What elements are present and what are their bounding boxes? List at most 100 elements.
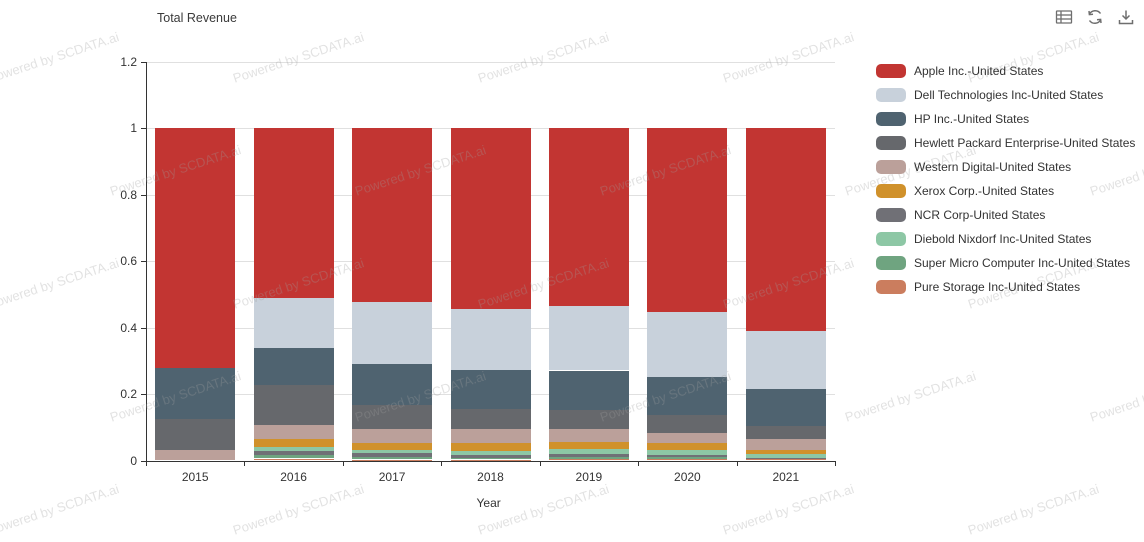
legend-item[interactable]: Pure Storage Inc-United States [876, 280, 1135, 294]
y-axis-line [145, 62, 147, 461]
bar-segment[interactable] [450, 450, 531, 455]
y-axis-tick [141, 194, 146, 196]
bar-segment[interactable] [745, 457, 826, 459]
legend-item[interactable]: Dell Technologies Inc-United States [876, 88, 1135, 102]
bar-segment[interactable] [647, 433, 728, 444]
bar-segment[interactable] [745, 128, 826, 332]
legend-item[interactable]: Hewlett Packard Enterprise-United States [876, 136, 1135, 150]
bar-segment[interactable] [352, 453, 433, 458]
watermark-text: Powered by SCDATA.ai [0, 481, 121, 538]
bar-segment[interactable] [155, 418, 236, 451]
bar-segment[interactable] [450, 408, 531, 429]
x-axis-tick [342, 460, 344, 466]
bar-segment[interactable] [647, 414, 728, 434]
bar-segment[interactable] [253, 298, 334, 348]
bar-segment[interactable] [548, 429, 629, 442]
data-table-icon[interactable] [1054, 7, 1074, 27]
bar-segment[interactable] [548, 306, 629, 371]
legend-item[interactable]: HP Inc.-United States [876, 112, 1135, 126]
bar-segment[interactable] [253, 424, 334, 440]
bar-segment[interactable] [155, 450, 236, 461]
bar-segment[interactable] [745, 388, 826, 426]
bar-segment[interactable] [253, 458, 334, 461]
bar-segment[interactable] [352, 457, 433, 460]
bar-segment[interactable] [647, 377, 728, 415]
bar-segment[interactable] [745, 458, 826, 459]
bar-segment[interactable] [548, 409, 629, 430]
legend-item[interactable]: Xerox Corp.-United States [876, 184, 1135, 198]
legend-item[interactable]: Diebold Nixdorf Inc-United States [876, 232, 1135, 246]
bar-segment[interactable] [352, 404, 433, 430]
bar-segment[interactable] [647, 443, 728, 450]
legend-swatch [876, 88, 906, 102]
bar-segment[interactable] [450, 428, 531, 444]
bar-segment[interactable] [450, 457, 531, 460]
bar-segment[interactable] [745, 331, 826, 389]
bar-segment[interactable] [647, 128, 728, 313]
bar-segment[interactable] [745, 439, 826, 450]
x-axis-category-label: 2021 [772, 469, 800, 484]
bar-segment[interactable] [450, 128, 531, 310]
bar-segment[interactable] [548, 459, 629, 461]
bar-segment[interactable] [450, 443, 531, 451]
bar-segment[interactable] [647, 449, 728, 455]
bar-segment[interactable] [548, 128, 629, 307]
bar-segment[interactable] [253, 446, 334, 451]
bar-segment[interactable] [647, 457, 728, 460]
legend-item[interactable]: Western Digital-United States [876, 160, 1135, 174]
legend-label: Western Digital-United States [914, 160, 1072, 174]
bar-segment[interactable] [253, 128, 334, 299]
bar-segment[interactable] [253, 385, 334, 425]
bar-segment[interactable] [745, 458, 826, 461]
legend-label: NCR Corp-United States [914, 208, 1046, 222]
x-axis-category-label: 2020 [674, 469, 701, 484]
bar-segment[interactable] [253, 439, 334, 447]
x-axis-title: Year [476, 496, 501, 510]
legend-swatch [876, 280, 906, 294]
legend-item[interactable]: Super Micro Computer Inc-United States [876, 256, 1135, 270]
y-axis-tick [141, 62, 146, 63]
bar-segment[interactable] [253, 347, 334, 386]
bar-segment[interactable] [253, 450, 334, 455]
bar-segment[interactable] [352, 443, 433, 450]
bar-segment[interactable] [745, 453, 826, 458]
bar-segment[interactable] [155, 367, 236, 419]
bar-segment[interactable] [548, 370, 629, 410]
watermark-text: Powered by SCDATA.ai [231, 481, 366, 538]
x-axis-category-label: 2016 [280, 469, 307, 484]
bar-segment[interactable] [548, 449, 629, 454]
bar-segment[interactable] [745, 449, 826, 454]
bar-segment[interactable] [647, 454, 728, 458]
x-axis-line [145, 460, 836, 462]
bar-segment[interactable] [352, 429, 433, 444]
bar-segment[interactable] [548, 441, 629, 450]
y-axis-tick-label: 0.4 [120, 320, 137, 335]
bar-segment[interactable] [352, 363, 433, 405]
bar-segment[interactable] [352, 459, 433, 461]
watermark-text: Powered by SCDATA.ai [721, 481, 856, 538]
bar-segment[interactable] [352, 449, 433, 454]
bar-segment[interactable] [352, 128, 433, 303]
bar-segment[interactable] [450, 454, 531, 458]
bar-segment[interactable] [647, 459, 728, 461]
legend-item[interactable]: Apple Inc.-United States [876, 64, 1135, 78]
x-axis-tick [146, 460, 147, 466]
download-icon[interactable] [1116, 7, 1136, 27]
legend-label: Xerox Corp.-United States [914, 184, 1055, 198]
bar-segment[interactable] [745, 425, 826, 440]
bar-segment[interactable] [155, 128, 236, 368]
bar-segment[interactable] [352, 302, 433, 364]
refresh-icon[interactable] [1085, 7, 1105, 27]
bar-segment[interactable] [253, 454, 334, 459]
bar-segment[interactable] [450, 370, 531, 409]
y-axis-tick-label: 0.8 [120, 187, 137, 202]
bar-segment[interactable] [450, 459, 531, 461]
bar-segment[interactable] [450, 309, 531, 371]
bar-segment[interactable] [548, 453, 629, 457]
y-axis-tick-label: 0 [130, 453, 137, 468]
legend-item[interactable]: NCR Corp-United States [876, 208, 1135, 222]
legend: Apple Inc.-United States Dell Technologie… [876, 64, 1135, 304]
bar-segment[interactable] [548, 456, 629, 460]
legend-swatch [876, 232, 906, 246]
bar-segment[interactable] [647, 312, 728, 378]
